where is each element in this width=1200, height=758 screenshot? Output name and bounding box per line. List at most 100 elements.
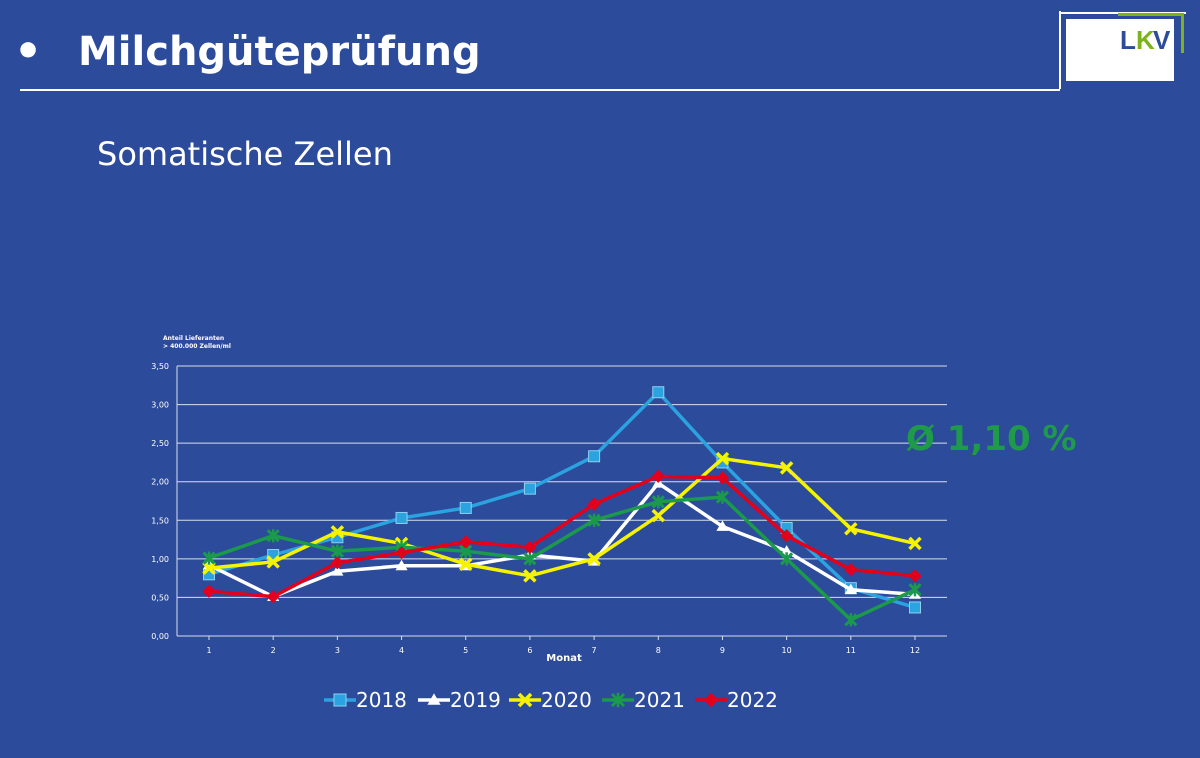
x-tick-label: 6	[527, 646, 532, 655]
data-point-2022	[394, 546, 409, 560]
data-point-2021	[266, 529, 280, 543]
x-tick-label: 9	[720, 646, 725, 655]
data-point-2022	[844, 563, 858, 577]
data-point-2018	[523, 482, 536, 495]
data-point-2020	[458, 557, 473, 571]
x-tick-label: 1	[206, 646, 211, 655]
y-tick-label: 3,50	[151, 362, 169, 371]
data-point-2020	[330, 525, 345, 539]
marker-stroke	[779, 461, 794, 475]
data-point-2022	[202, 584, 216, 598]
marker-stroke	[517, 692, 533, 708]
legend-item-2019: 2019	[418, 688, 501, 712]
marker-stroke	[266, 555, 280, 569]
lkv-logo: L K V	[1058, 11, 1186, 89]
data-point-2018	[395, 511, 408, 524]
data-point-2022	[459, 535, 473, 549]
series-line-2021	[208, 495, 916, 622]
data-point-2022	[780, 529, 794, 543]
series-line-2022	[208, 474, 916, 599]
data-point-2020	[908, 536, 922, 551]
data-point-2020	[266, 555, 280, 569]
y-tick-label: 0,00	[151, 632, 169, 641]
x-tick-label: 8	[656, 646, 661, 655]
marker-stroke	[908, 536, 922, 551]
data-point-2020	[715, 451, 730, 466]
data-point-2021	[780, 552, 794, 566]
logo-letter-k: K	[1136, 25, 1155, 55]
data-point-2022	[908, 569, 922, 583]
series-2020	[202, 451, 922, 583]
average-label: Ø 1,10 %	[906, 419, 1077, 459]
x-tick-label: 3	[335, 646, 340, 655]
marker-stroke	[202, 561, 216, 575]
x-tick-label: 4	[399, 646, 404, 655]
legend-label: 2019	[450, 688, 501, 712]
data-point-2022	[715, 471, 730, 485]
data-point-2022	[330, 556, 344, 570]
legend-marker	[610, 692, 626, 708]
y-axis-title-line: > 400.000 Zellen/ml	[163, 343, 231, 350]
y-tick-label: 0,50	[151, 593, 169, 602]
page-title: Milchgüteprüfung	[78, 29, 481, 75]
section-subtitle: Somatische Zellen	[97, 135, 393, 173]
data-point-2021	[715, 490, 730, 504]
x-tick-label: 12	[910, 646, 920, 655]
series-line-2019	[208, 481, 916, 599]
data-point-2020	[587, 552, 601, 566]
marker-stroke	[651, 508, 666, 523]
title-divider	[20, 89, 1060, 91]
data-point-2019	[716, 520, 729, 531]
legend-label: 2022	[727, 688, 778, 712]
series-2022	[202, 469, 922, 604]
data-point-2018	[588, 450, 601, 463]
logo-letter-l: L	[1120, 25, 1136, 55]
y-tick-label: 2,50	[151, 439, 169, 448]
series-2021	[202, 490, 922, 627]
marker-stroke	[715, 451, 730, 466]
legend-label: 2020	[541, 688, 592, 712]
data-point-2020	[779, 461, 794, 475]
title-bullet: •	[14, 26, 43, 77]
y-axis-title-line: Anteil Lieferanten	[163, 335, 224, 342]
data-point-2020	[202, 561, 216, 575]
legend-label: 2018	[356, 688, 407, 712]
data-point-2022	[587, 497, 601, 511]
legend-marker	[427, 693, 441, 705]
x-tick-label: 7	[592, 646, 597, 655]
data-point-2021	[587, 513, 601, 527]
x-tick-label: 2	[271, 646, 276, 655]
legend-item-2018: 2018	[324, 688, 407, 712]
data-point-2019	[844, 583, 857, 595]
legend-item-2020: 2020	[509, 688, 592, 712]
data-point-2019	[331, 565, 344, 576]
data-point-2021	[330, 544, 344, 558]
data-point-2019	[395, 559, 408, 571]
data-point-2022	[266, 590, 280, 604]
x-tick-label: 10	[782, 646, 792, 655]
data-point-2021	[844, 613, 858, 627]
marker-stroke	[844, 522, 858, 536]
y-tick-label: 1,50	[151, 516, 169, 525]
data-point-2018	[459, 501, 472, 514]
legend-item-2021: 2021	[602, 688, 685, 712]
x-axis-title: Monat	[546, 653, 582, 664]
y-tick-label: 1,00	[151, 555, 169, 564]
series-line-2018	[208, 390, 916, 610]
data-point-2021	[202, 551, 216, 565]
data-point-2019	[780, 545, 793, 556]
marker-stroke	[458, 557, 473, 571]
marker-stroke	[587, 552, 601, 566]
data-point-2022	[651, 469, 665, 483]
legend-marker	[333, 693, 347, 707]
x-tick-label: 5	[463, 646, 468, 655]
marker-stroke	[523, 569, 537, 583]
data-point-2020	[844, 522, 858, 536]
y-tick-label: 2,00	[151, 478, 169, 487]
logo-letter-v: V	[1153, 25, 1171, 55]
y-tick-label: 3,00	[151, 401, 169, 410]
data-point-2022	[523, 540, 537, 554]
x-tick-label: 11	[846, 646, 856, 655]
